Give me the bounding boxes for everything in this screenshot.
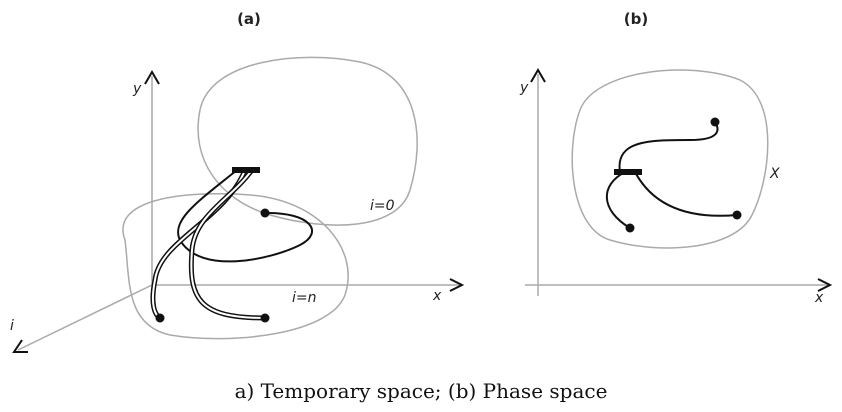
endpoint	[155, 313, 165, 323]
endpoint	[260, 208, 270, 218]
axis-label: y	[519, 80, 529, 96]
arrow	[530, 68, 546, 83]
trajectory	[605, 171, 631, 229]
region-label: i=0	[370, 198, 395, 214]
endpoint	[732, 210, 742, 220]
trajectory	[177, 169, 313, 263]
arrow	[817, 278, 833, 292]
panel-title: (a)	[237, 10, 261, 28]
trajectory	[618, 121, 719, 173]
panel-title: (b)	[624, 10, 648, 28]
arrow	[144, 70, 160, 85]
endpoint	[260, 313, 270, 323]
region-label: i=n	[292, 290, 317, 306]
trajectory	[634, 171, 738, 217]
region-label: X	[769, 166, 780, 182]
panel-a: (a) y x i i=0 i=n	[10, 10, 465, 353]
region	[571, 69, 769, 249]
axis-label: x	[432, 288, 442, 304]
trajectory	[190, 169, 266, 319]
axis-label: x	[814, 290, 824, 306]
caption: a) Temporary space; (b) Phase space	[235, 379, 608, 403]
trajectory	[188, 168, 266, 321]
region	[122, 193, 349, 340]
i-axis	[17, 284, 153, 351]
endpoint	[710, 117, 720, 127]
axis-label: y	[132, 81, 142, 97]
panel-b: (b) y x X	[519, 10, 833, 306]
arrow	[12, 339, 28, 353]
axis-label: i	[10, 318, 14, 334]
arrow	[449, 278, 465, 292]
region	[197, 56, 418, 226]
endpoint	[625, 223, 635, 233]
